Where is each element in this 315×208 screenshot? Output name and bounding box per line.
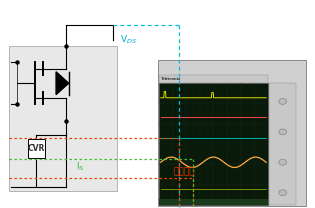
Bar <box>159 199 268 205</box>
Text: V$_{DS}$: V$_{DS}$ <box>120 33 137 46</box>
Text: Tektronix: Tektronix <box>161 77 181 81</box>
Bar <box>159 83 268 205</box>
Ellipse shape <box>279 159 287 165</box>
Ellipse shape <box>279 190 287 196</box>
Bar <box>28 139 45 158</box>
Bar <box>159 75 268 83</box>
Text: CVR: CVR <box>27 144 45 153</box>
Polygon shape <box>56 72 69 95</box>
Ellipse shape <box>279 129 287 135</box>
Bar <box>9 46 117 191</box>
Text: I$_{S}$: I$_{S}$ <box>76 160 84 173</box>
Ellipse shape <box>279 99 287 104</box>
Bar <box>158 60 306 206</box>
Text: 器件电流: 器件电流 <box>173 167 195 176</box>
Bar <box>269 83 296 205</box>
